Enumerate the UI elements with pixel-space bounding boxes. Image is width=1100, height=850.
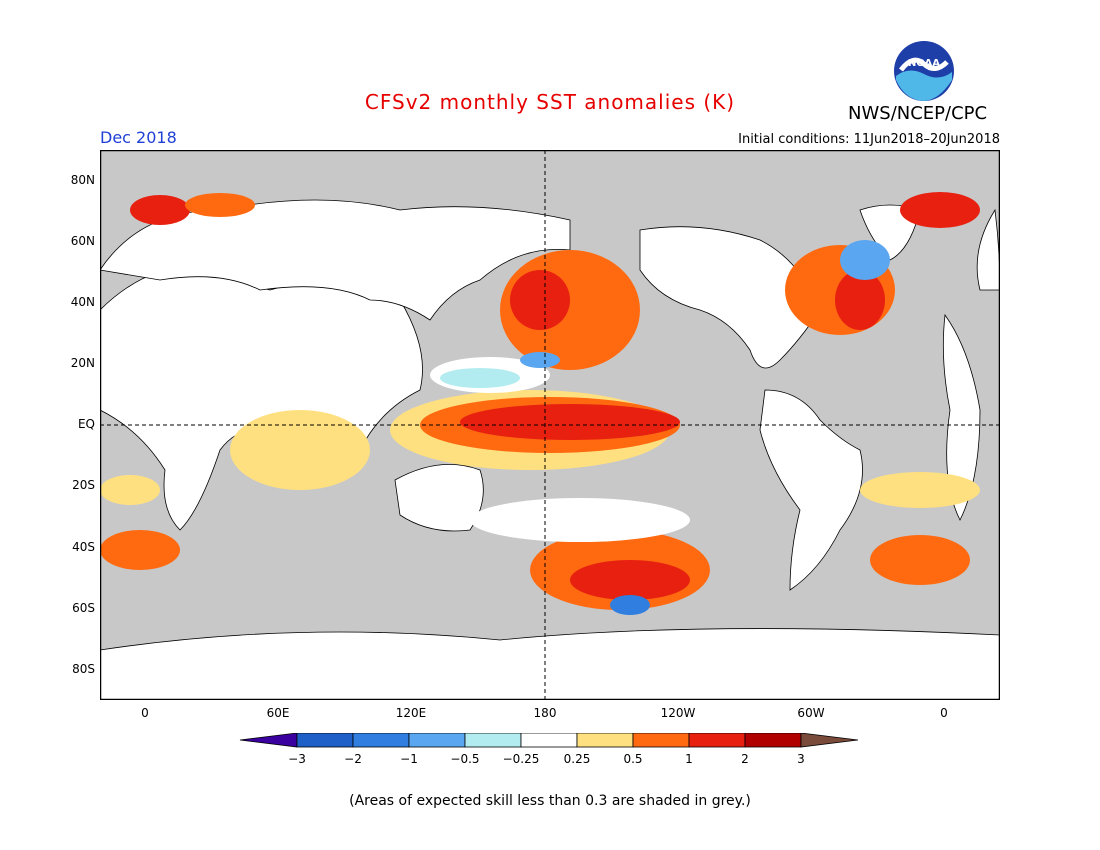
noaa-logo: NOAA [893,40,955,106]
colorbar-label: 1 [685,752,693,766]
noaa-logo-text: NOAA [908,58,940,69]
colorbar-label: −0.5 [450,752,480,766]
lat-label: 60N [70,234,95,248]
colorbar [230,732,870,757]
colorbar-segment [296,732,354,748]
lon-label: 0 [141,706,149,720]
lon-label: 60E [266,706,290,720]
lat-label: 40S [72,540,95,554]
map-title: CFSv2 monthly SST anomalies (K) [364,90,736,114]
colorbar-segment [744,732,802,748]
colorbar-label: 0.25 [563,752,591,766]
colorbar-label: 3 [797,752,805,766]
colorbar-segment [464,732,522,748]
colorbar-segment [520,732,578,748]
lat-label: 80N [70,173,95,187]
lon-label: 120E [395,706,427,720]
colorbar-label: 0.5 [623,752,643,766]
lat-label: 20N [70,356,95,370]
colorbar-label: −2 [344,752,362,766]
lat-label: EQ [77,417,95,431]
agency-label: NWS/NCEP/CPC [848,103,988,124]
colorbar-label: −3 [288,752,306,766]
skill-note: (Areas of expected skill less than 0.3 a… [349,793,751,809]
colorbar-segment [632,732,690,748]
lon-label: 180 [533,706,557,720]
lat-label: 80S [72,662,95,676]
lon-label: 120W [660,706,696,720]
lon-label: 0 [940,706,948,720]
anomaly-patches [100,192,980,615]
colorbar-segment [800,732,859,748]
sst-anomaly-map [99,149,1001,704]
colorbar-segment [239,732,298,748]
land-masses [99,199,1001,701]
lat-label: 40N [70,295,95,309]
colorbar-segment [576,732,634,748]
initial-conditions: Initial conditions: 11Jun2018–20Jun2018 [738,132,1000,147]
colorbar-label: 2 [741,752,749,766]
lon-label: 60W [797,706,825,720]
forecast-month: Dec 2018 [100,128,177,147]
colorbar-label: −1 [400,752,418,766]
colorbar-label: −0.25 [502,752,540,766]
colorbar-segment [408,732,466,748]
colorbar-segment [352,732,410,748]
lat-label: 60S [72,601,95,615]
lat-label: 20S [72,478,95,492]
colorbar-segment [688,732,746,748]
